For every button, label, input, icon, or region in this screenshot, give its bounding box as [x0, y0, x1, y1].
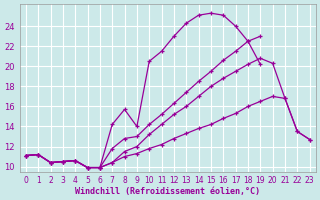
X-axis label: Windchill (Refroidissement éolien,°C): Windchill (Refroidissement éolien,°C) — [75, 187, 260, 196]
